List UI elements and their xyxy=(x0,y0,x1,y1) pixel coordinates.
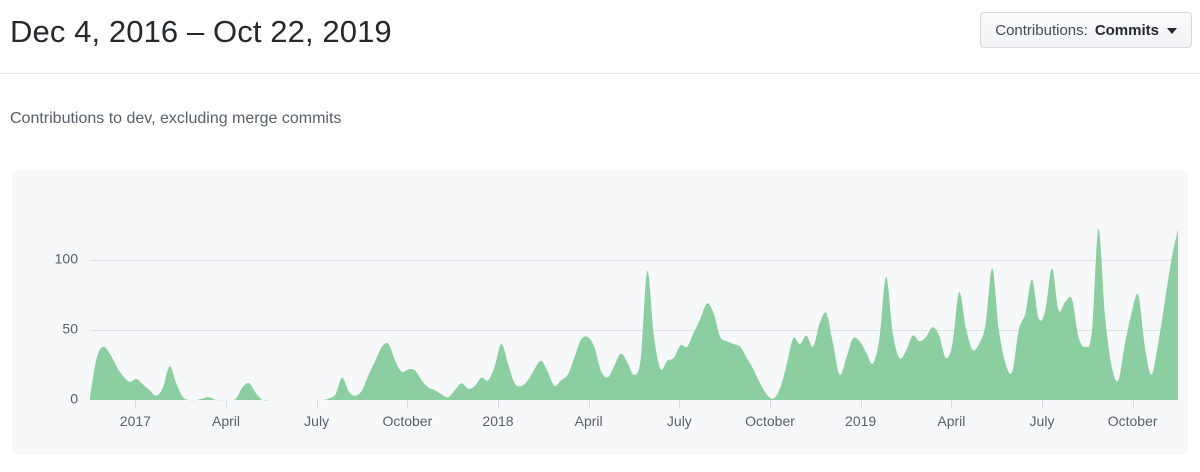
dropdown-label: Contributions: xyxy=(995,21,1088,39)
chart-description: Contributions to dev, excluding merge co… xyxy=(10,110,342,127)
x-axis-tick-label: July xyxy=(304,413,329,429)
x-axis-tick-label: July xyxy=(1030,413,1055,429)
page-title: Dec 4, 2016 – Oct 22, 2019 xyxy=(10,14,392,49)
area-series-path xyxy=(90,229,1178,401)
dropdown-value: Commits xyxy=(1094,21,1159,39)
x-axis-tick-label: April xyxy=(937,413,965,429)
x-axis-tick-label: 2019 xyxy=(845,413,876,429)
y-axis-tick-label: 0 xyxy=(70,391,78,407)
chart-y-axis-labels: 0 50 100 xyxy=(55,251,79,407)
x-axis-tick-label: October xyxy=(745,413,795,429)
x-axis-tick-label: 2018 xyxy=(482,413,513,429)
y-axis-tick-label: 50 xyxy=(62,321,78,337)
chart-area-series xyxy=(90,229,1178,401)
page-header: Dec 4, 2016 – Oct 22, 2019 Contributions… xyxy=(0,0,1200,74)
x-axis-tick-label: April xyxy=(575,413,603,429)
x-axis-tick-label: October xyxy=(382,413,432,429)
contributions-area-chart[interactable]: 0 50 100 2017 April July October 2018 April July… xyxy=(12,170,1188,455)
y-axis-tick-label: 100 xyxy=(55,251,79,267)
chevron-down-icon xyxy=(1167,28,1177,34)
x-axis-tick-label: 2017 xyxy=(120,413,151,429)
chart-xticks xyxy=(135,400,1134,408)
contributions-type-dropdown[interactable]: Contributions: Commits xyxy=(980,12,1192,48)
x-axis-tick-label: October xyxy=(1108,413,1158,429)
contributions-chart-panel: 0 50 100 2017 April July October 2018 April July… xyxy=(12,170,1188,455)
x-axis-tick-label: April xyxy=(212,413,240,429)
x-axis-tick-label: July xyxy=(667,413,692,429)
chart-gridlines xyxy=(90,260,1178,331)
chart-x-axis-labels: 2017 April July October 2018 April July October… xyxy=(120,413,1158,429)
